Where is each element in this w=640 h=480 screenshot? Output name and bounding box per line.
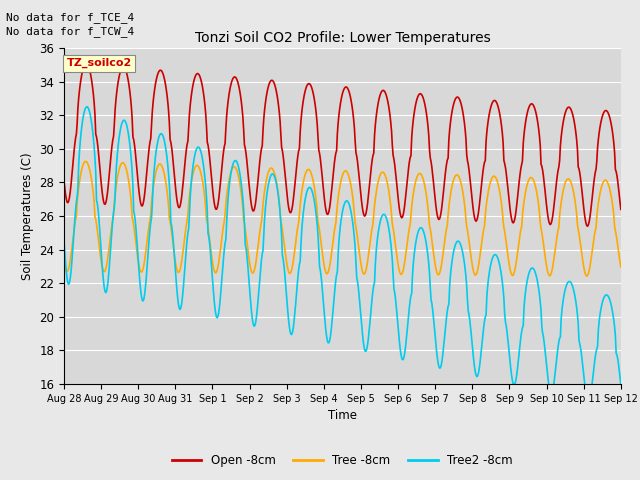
Tree -8cm [617, 264, 625, 270]
Open -8cm [128, 116, 136, 121]
Tree -8cm [185, 201, 193, 206]
Tree -8cm [411, 182, 419, 188]
Tree -8cm [82, 158, 90, 164]
Tree2 -8cm [185, 226, 193, 231]
Line: Tree2 -8cm: Tree2 -8cm [64, 107, 621, 402]
Open -8cm [428, 159, 435, 165]
Line: Tree -8cm: Tree -8cm [64, 161, 621, 276]
Title: Tonzi Soil CO2 Profile: Lower Temperatures: Tonzi Soil CO2 Profile: Lower Temperatur… [195, 32, 490, 46]
Tree -8cm [214, 263, 222, 269]
Legend: Open -8cm, Tree -8cm, Tree2 -8cm: Open -8cm, Tree -8cm, Tree2 -8cm [167, 450, 518, 472]
Y-axis label: Soil Temperatures (C): Soil Temperatures (C) [20, 152, 34, 280]
Tree2 -8cm [83, 104, 91, 110]
Tree2 -8cm [411, 246, 419, 252]
Tree2 -8cm [584, 399, 592, 405]
Open -8cm [60, 177, 68, 183]
Open -8cm [617, 206, 625, 212]
Open -8cm [214, 201, 222, 206]
Tree2 -8cm [617, 381, 625, 387]
Open -8cm [411, 106, 419, 112]
Tree -8cm [70, 227, 78, 232]
Tree2 -8cm [60, 238, 68, 244]
Tree -8cm [60, 258, 68, 264]
Tree2 -8cm [214, 313, 222, 319]
Open -8cm [83, 60, 90, 66]
Open -8cm [185, 124, 193, 130]
Tree -8cm [583, 273, 591, 279]
Tree2 -8cm [428, 297, 435, 302]
Open -8cm [70, 148, 78, 154]
Tree2 -8cm [70, 228, 78, 233]
Text: TZ_soilco2: TZ_soilco2 [67, 58, 132, 68]
Text: No data for f_TCE_4: No data for f_TCE_4 [6, 12, 134, 23]
Open -8cm [584, 223, 591, 229]
Tree -8cm [128, 215, 136, 220]
Tree2 -8cm [128, 168, 136, 174]
X-axis label: Time: Time [328, 409, 357, 422]
Tree -8cm [428, 231, 435, 237]
Text: No data for f_TCW_4: No data for f_TCW_4 [6, 26, 134, 37]
Line: Open -8cm: Open -8cm [64, 63, 621, 226]
